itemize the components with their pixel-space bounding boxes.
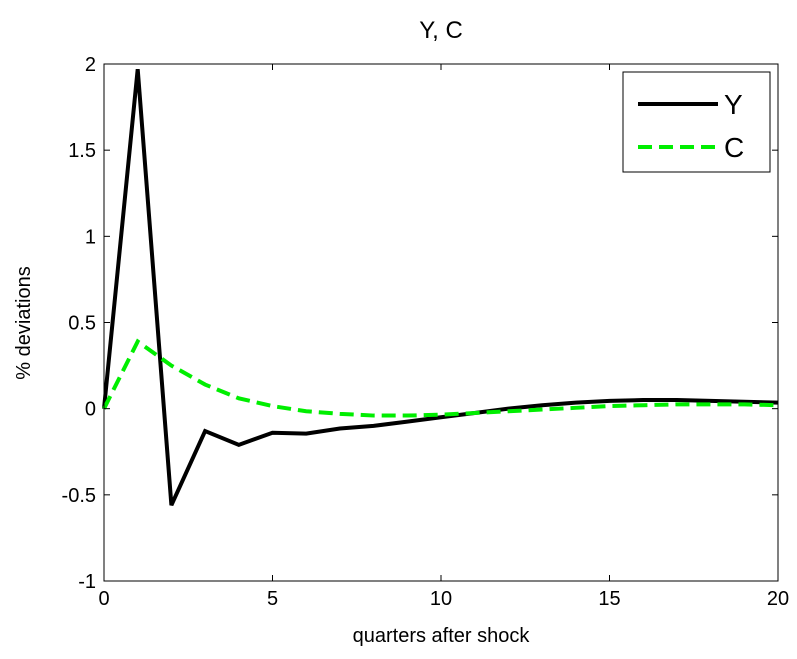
x-tick-label: 15 [598, 588, 620, 610]
y-tick-label: 1 [85, 226, 96, 248]
y-tick-label: -1 [78, 571, 96, 593]
legend: YC [622, 71, 771, 173]
y-axis-label: % deviations [13, 266, 35, 379]
y-tick-label: 1.5 [68, 140, 96, 162]
series-layer [102, 68, 779, 506]
y-tick-label: 0 [85, 399, 96, 421]
series-line-c [102, 338, 779, 418]
y-tick-label: 2 [85, 54, 96, 76]
tick-layer: 0 5 10 15 20 -1 -0.5 0 0.5 1 1.5 2 [62, 54, 790, 610]
series-line-y [102, 68, 779, 506]
legend-label-c: C [724, 132, 744, 163]
chart-title: Y, C [419, 17, 463, 44]
x-tick-label: 10 [430, 588, 452, 610]
x-tick-label: 5 [267, 588, 278, 610]
y-tick-label: 0.5 [68, 313, 96, 335]
x-tick-label: 20 [767, 588, 789, 610]
x-axis-label: quarters after shock [353, 625, 531, 647]
y-tick-label: -0.5 [62, 485, 96, 507]
x-tick-label: 0 [98, 588, 109, 610]
legend-label-y: Y [724, 89, 743, 120]
legend-box [622, 71, 771, 173]
